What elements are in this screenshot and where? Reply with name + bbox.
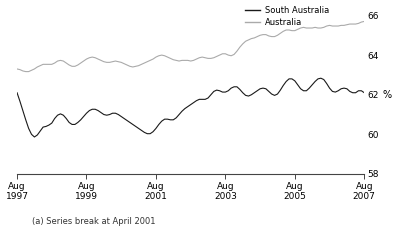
Legend: South Australia, Australia: South Australia, Australia	[245, 6, 329, 27]
Text: (a) Series break at April 2001: (a) Series break at April 2001	[32, 217, 155, 226]
Y-axis label: %: %	[382, 90, 391, 100]
